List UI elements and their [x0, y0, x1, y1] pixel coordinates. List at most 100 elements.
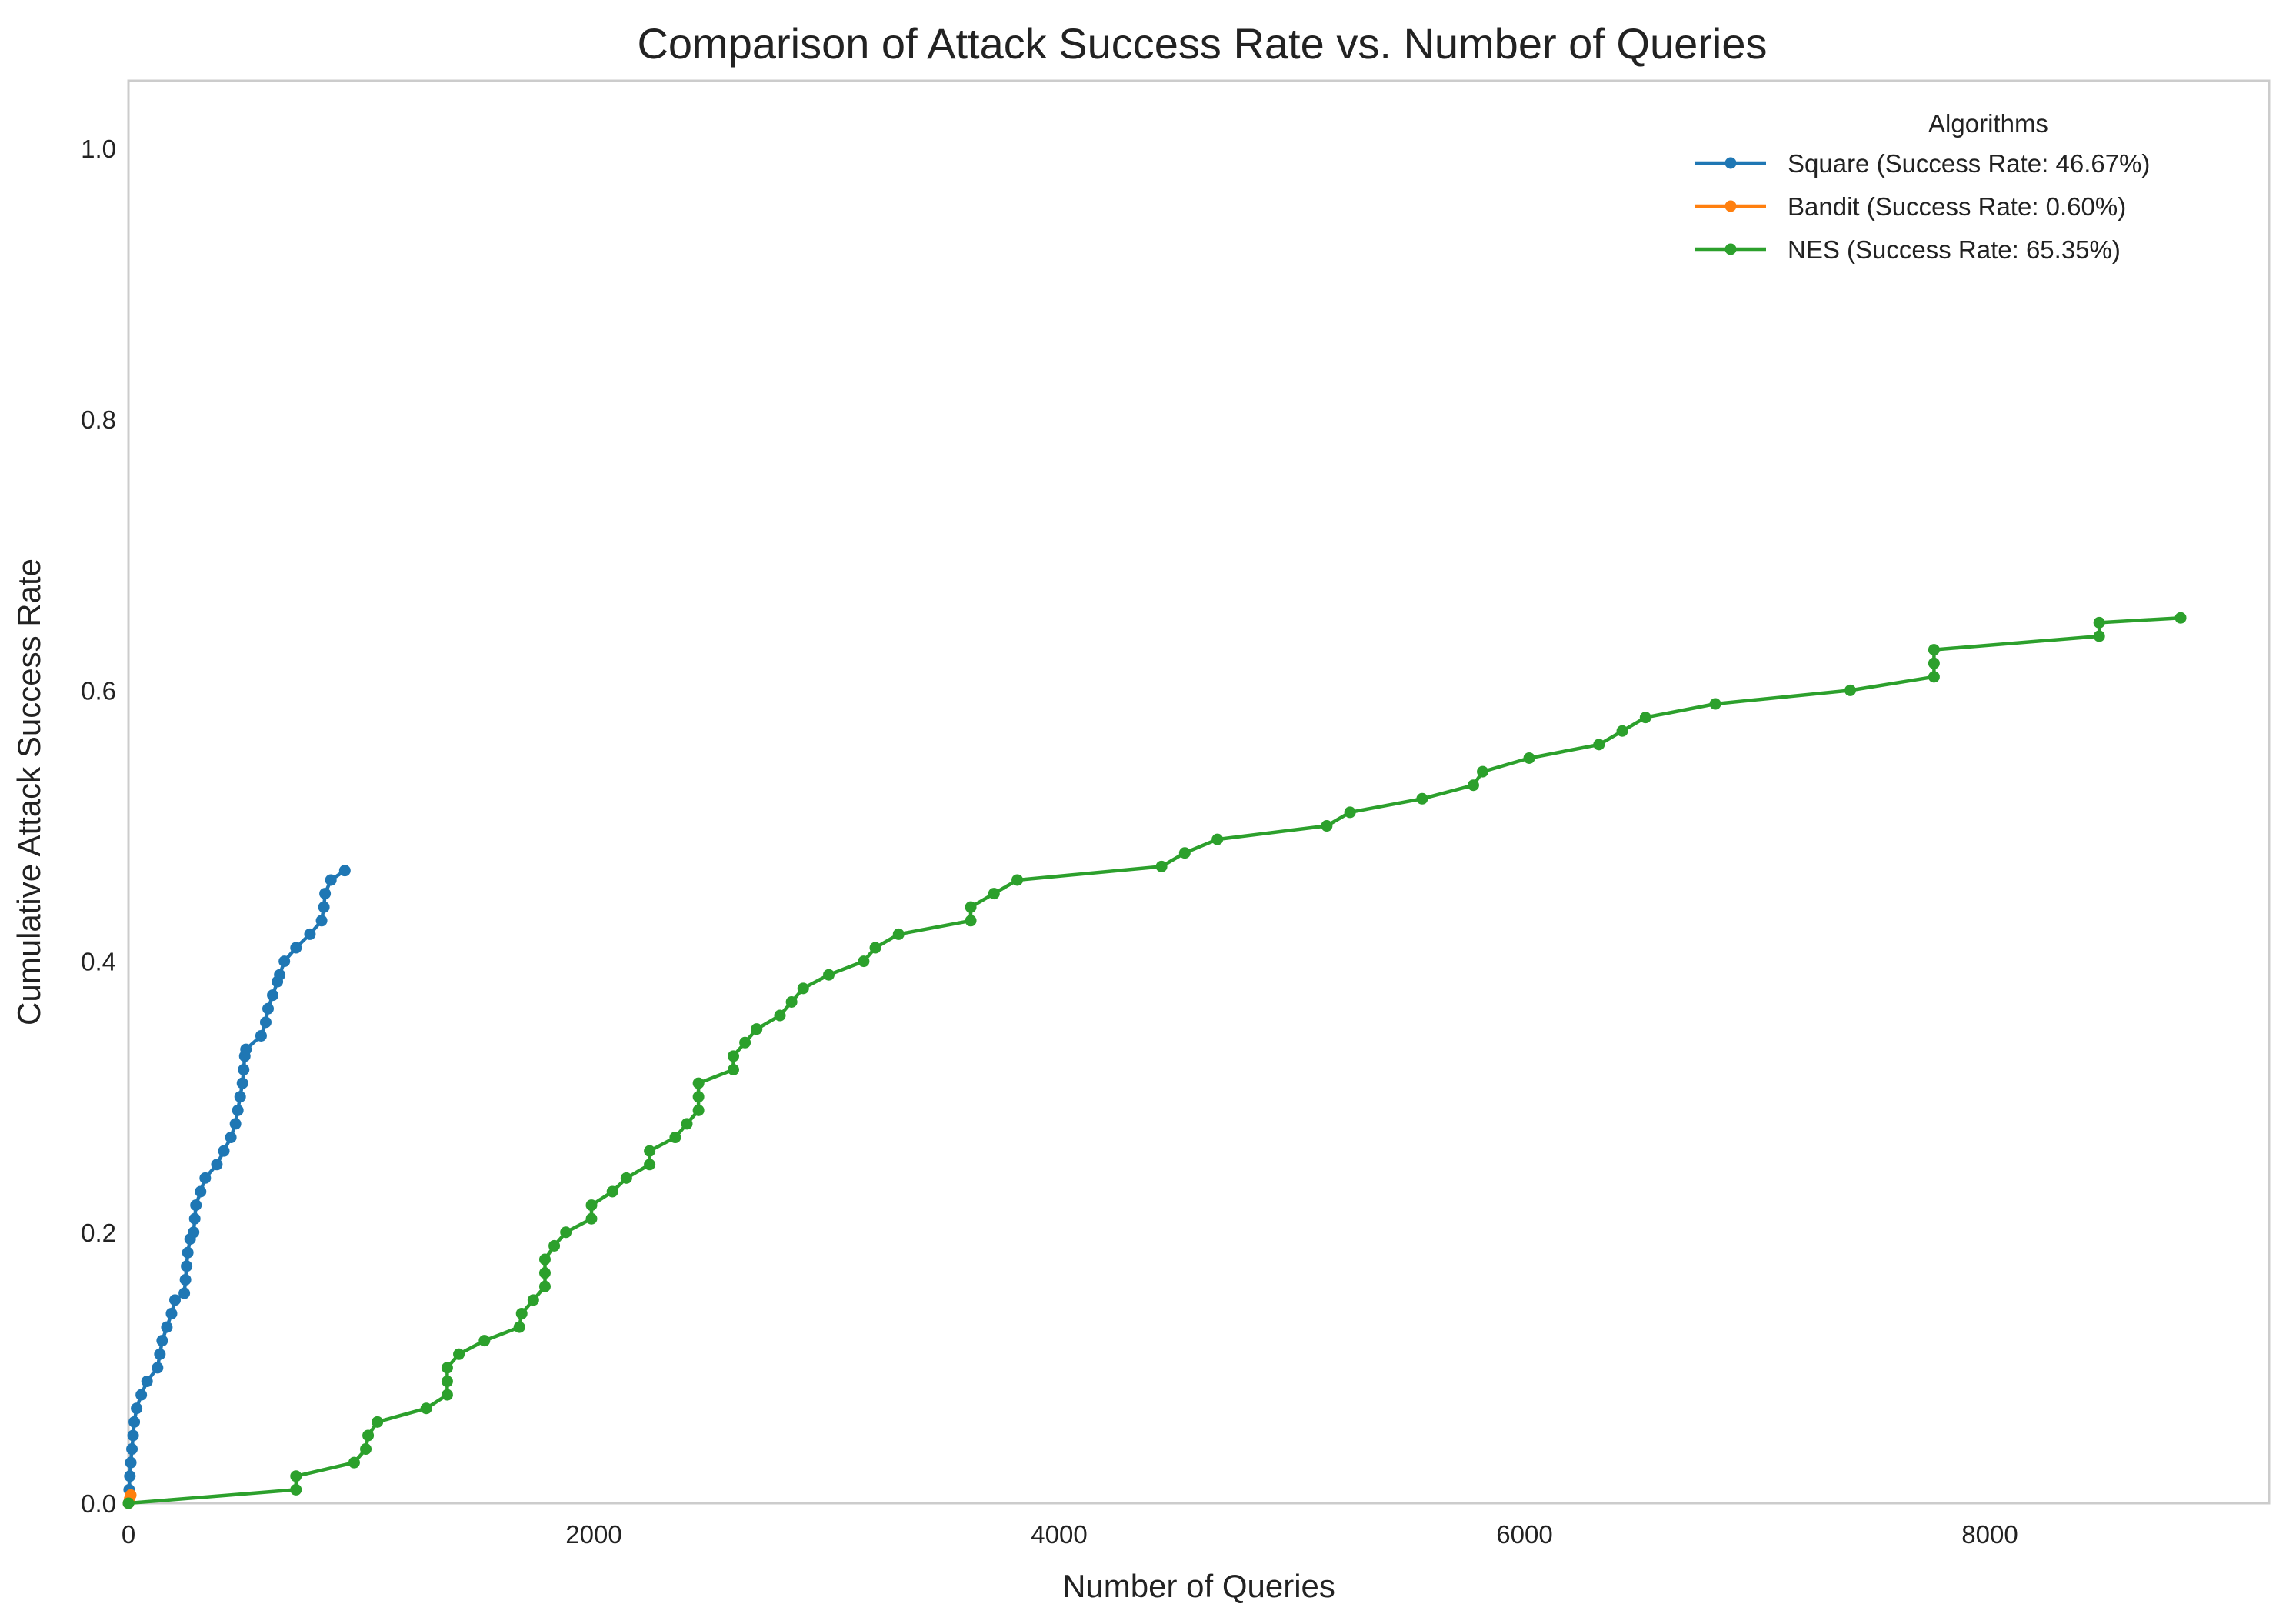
data-point	[1467, 779, 1479, 792]
data-point	[515, 1307, 528, 1319]
data-point	[262, 1002, 274, 1015]
data-point	[126, 1443, 138, 1456]
data-point	[141, 1376, 153, 1388]
data-point	[1155, 860, 1168, 872]
data-point	[669, 1132, 681, 1144]
data-point	[681, 1118, 693, 1130]
y-tick-label: 0.4	[81, 948, 116, 976]
data-point	[124, 1470, 136, 1482]
data-point	[127, 1429, 139, 1442]
data-point	[178, 1287, 191, 1299]
axis-ticks: 0 2000 4000 6000 8000 0.0 0.2 0.4 0.6 0.8 1.0	[81, 135, 2018, 1549]
series-0	[122, 865, 351, 1509]
data-point	[1011, 874, 1024, 886]
data-point	[420, 1402, 432, 1415]
data-point	[692, 1104, 705, 1116]
data-point	[229, 1118, 242, 1130]
data-point	[585, 1199, 598, 1212]
data-point	[360, 1443, 372, 1456]
data-point	[362, 1429, 375, 1442]
y-tick-label: 0.2	[81, 1219, 116, 1247]
chart-title: Comparison of Attack Success Rate vs. Nu…	[637, 19, 1767, 68]
x-axis-label: Number of Queries	[1062, 1568, 1335, 1604]
data-point	[188, 1212, 201, 1225]
data-point	[1477, 765, 1489, 778]
data-point	[195, 1185, 207, 1198]
data-point	[255, 1029, 267, 1042]
data-point	[751, 1023, 763, 1035]
data-point	[267, 989, 279, 1002]
legend-entry-label: Square (Success Rate: 46.67%)	[1788, 149, 2150, 178]
data-point	[234, 1091, 246, 1103]
data-point	[304, 928, 316, 940]
data-point	[560, 1226, 572, 1239]
data-point	[1844, 684, 1856, 696]
data-point	[441, 1376, 453, 1388]
data-point	[348, 1456, 360, 1469]
data-point	[1639, 712, 1651, 724]
x-tick-label: 4000	[1031, 1520, 1087, 1549]
legend: Algorithms Square (Success Rate: 46.67%)…	[1695, 109, 2150, 264]
data-point	[644, 1145, 656, 1157]
data-point	[692, 1077, 705, 1089]
data-point	[797, 982, 809, 995]
data-point	[290, 1470, 302, 1482]
data-point	[290, 942, 302, 954]
data-point	[325, 874, 337, 886]
data-point	[1416, 792, 1428, 805]
series-2	[122, 612, 2187, 1509]
data-point	[128, 1416, 141, 1428]
data-point	[513, 1321, 525, 1333]
x-tick-label: 8000	[1961, 1520, 2018, 1549]
data-point	[238, 1063, 250, 1075]
data-point	[232, 1104, 244, 1116]
data-point	[152, 1362, 164, 1374]
data-point	[2174, 612, 2187, 624]
data-point	[290, 1483, 302, 1496]
data-point	[278, 955, 291, 968]
data-point	[2093, 630, 2105, 642]
data-point	[548, 1239, 561, 1252]
y-tick-label: 1.0	[81, 135, 116, 163]
data-point	[527, 1294, 539, 1306]
data-point	[858, 955, 870, 968]
data-point	[478, 1335, 491, 1347]
data-point	[538, 1280, 551, 1292]
x-tick-label: 2000	[565, 1520, 621, 1549]
data-point	[538, 1253, 551, 1266]
data-point	[225, 1132, 237, 1144]
y-tick-label: 0.6	[81, 676, 116, 705]
data-point	[179, 1273, 192, 1286]
data-point	[135, 1389, 148, 1401]
data-point	[236, 1077, 248, 1089]
data-point	[240, 1043, 252, 1055]
data-point	[1616, 725, 1628, 737]
data-point	[1709, 698, 1721, 710]
data-point	[156, 1335, 168, 1347]
x-tick-label: 6000	[1496, 1520, 1552, 1549]
legend-marker	[1724, 200, 1737, 212]
data-point	[190, 1199, 202, 1212]
data-point	[965, 901, 977, 913]
data-point	[1928, 657, 1940, 669]
data-point	[181, 1260, 193, 1272]
legend-entry-label: Bandit (Success Rate: 0.60%)	[1788, 192, 2126, 221]
data-point	[1523, 752, 1535, 764]
data-point	[131, 1402, 143, 1415]
legend-entries: Square (Success Rate: 46.67%) Bandit (Suc…	[1695, 149, 2150, 264]
data-point	[728, 1063, 739, 1075]
data-point	[441, 1362, 453, 1374]
data-point	[274, 969, 286, 981]
data-point	[774, 1009, 786, 1022]
data-point	[338, 865, 351, 877]
data-point	[739, 1036, 751, 1049]
data-point	[125, 1456, 137, 1469]
legend-entry-label: NES (Success Rate: 65.35%)	[1788, 235, 2121, 264]
data-point	[165, 1307, 178, 1319]
data-point	[988, 888, 1000, 900]
data-point	[122, 1497, 135, 1509]
x-tick-label: 0	[122, 1520, 135, 1549]
legend-marker	[1724, 157, 1737, 169]
data-point	[315, 915, 328, 927]
data-point	[318, 901, 330, 913]
